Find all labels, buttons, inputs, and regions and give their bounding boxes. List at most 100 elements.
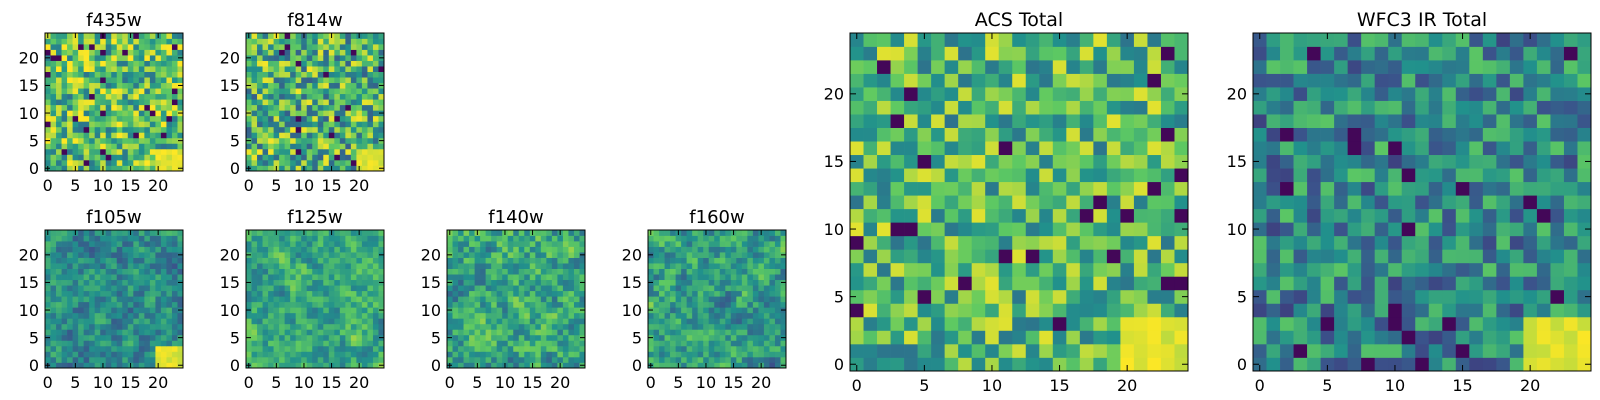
heatmap-cell: [714, 279, 721, 286]
heatmap-cell: [257, 33, 263, 39]
heatmap-cell: [94, 356, 101, 363]
heatmap-cell: [730, 307, 737, 314]
heatmap-cell: [323, 230, 330, 236]
heatmap-cell: [458, 263, 464, 269]
heatmap-cell: [290, 49, 297, 56]
heatmap-cell: [985, 87, 1000, 101]
heatmap-cell: [160, 263, 167, 269]
heatmap-cell: [339, 334, 346, 341]
heatmap-cell: [301, 312, 308, 319]
heatmap-cell: [551, 241, 558, 247]
heatmap-cell: [290, 126, 297, 133]
heatmap-cell: [290, 165, 297, 172]
heatmap-cell: [1469, 316, 1484, 331]
heatmap-cell: [1577, 168, 1592, 183]
heatmap-cell: [111, 246, 118, 253]
heatmap-cell: [290, 263, 297, 269]
heatmap-cell: [301, 356, 308, 363]
heatmap-cell: [758, 334, 765, 341]
heatmap-cell: [686, 263, 693, 269]
heatmap-cell: [312, 351, 319, 358]
heatmap-cell: [917, 303, 932, 318]
heatmap-cell: [447, 246, 453, 253]
heatmap-cell: [328, 143, 335, 150]
heatmap-cell: [334, 110, 341, 117]
heatmap-cell: [1442, 343, 1457, 358]
heatmap-cell: [122, 235, 129, 242]
heatmap-cell: [1147, 208, 1162, 223]
heatmap-cell: [72, 356, 79, 363]
heatmap-cell: [485, 318, 492, 325]
heatmap-cell: [356, 329, 363, 336]
heatmap-cell: [1133, 330, 1148, 345]
heatmap-cell: [138, 71, 145, 78]
heatmap-cell: [83, 241, 90, 247]
heatmap-cell: [72, 235, 79, 242]
heatmap-cell: [105, 345, 112, 352]
heatmap-cell: [323, 33, 330, 39]
heatmap-cell: [328, 318, 335, 325]
heatmap-cell: [339, 33, 346, 39]
heatmap-cell: [890, 222, 905, 237]
y-tick-label: 15: [220, 273, 240, 292]
heatmap-cell: [780, 340, 787, 347]
heatmap-cell: [562, 263, 569, 269]
heatmap-cell: [664, 340, 671, 347]
heatmap-cell: [496, 296, 503, 303]
heatmap-cell: [301, 290, 308, 297]
heatmap-cell: [149, 137, 156, 144]
heatmap-cell: [1469, 249, 1484, 264]
heatmap-cell: [1106, 141, 1121, 156]
heatmap-cell: [262, 126, 269, 133]
heatmap-cell: [367, 268, 374, 275]
heatmap-cell: [769, 285, 776, 292]
heatmap-cell: [480, 252, 486, 258]
heatmap-cell: [863, 195, 878, 210]
heatmap-cell: [686, 274, 693, 281]
heatmap-cell: [719, 362, 726, 369]
heatmap-cell: [116, 38, 123, 45]
heatmap-cell: [653, 329, 660, 336]
heatmap-cell: [317, 290, 324, 297]
heatmap-cell: [116, 323, 123, 330]
heatmap-cell: [780, 235, 787, 242]
heatmap-cell: [741, 334, 748, 341]
heatmap-cell: [1106, 181, 1121, 196]
heatmap-cell: [61, 241, 68, 247]
heatmap-cell: [290, 60, 297, 67]
heatmap-cell: [1293, 154, 1308, 169]
heatmap-cell: [127, 312, 134, 319]
heatmap-cell: [931, 208, 945, 223]
heatmap-cell: [144, 55, 151, 61]
heatmap-cell: [67, 268, 73, 275]
heatmap-cell: [1320, 303, 1335, 318]
heatmap-cell: [529, 323, 536, 330]
heatmap-cell: [56, 340, 62, 347]
heatmap-cell: [1280, 181, 1294, 196]
heatmap-cell: [719, 323, 726, 330]
heatmap-cell: [1039, 100, 1054, 115]
heatmap-cell: [328, 71, 335, 78]
heatmap-cell: [61, 230, 68, 236]
heatmap-cell: [284, 66, 291, 72]
heatmap-cell: [725, 323, 732, 330]
heatmap-cell: [774, 307, 781, 314]
heatmap-cell: [356, 351, 363, 358]
heatmap-cell: [356, 285, 363, 292]
heatmap-cell: [138, 143, 145, 150]
heatmap-cell: [1106, 114, 1121, 128]
heatmap-cell: [1469, 181, 1484, 196]
heatmap-cell: [917, 100, 932, 115]
heatmap-cell: [863, 343, 878, 358]
heatmap-cell: [1307, 249, 1321, 264]
heatmap-cell: [350, 66, 357, 72]
heatmap-cell: [111, 60, 118, 67]
heatmap-cell: [166, 362, 173, 369]
heatmap-cell: [579, 340, 586, 347]
heatmap-cell: [774, 340, 781, 347]
heatmap-cell: [155, 241, 162, 247]
heatmap-cell: [328, 351, 335, 358]
heatmap-cell: [725, 263, 732, 269]
heatmap-cell: [350, 82, 357, 89]
heatmap-cell: [301, 252, 308, 258]
